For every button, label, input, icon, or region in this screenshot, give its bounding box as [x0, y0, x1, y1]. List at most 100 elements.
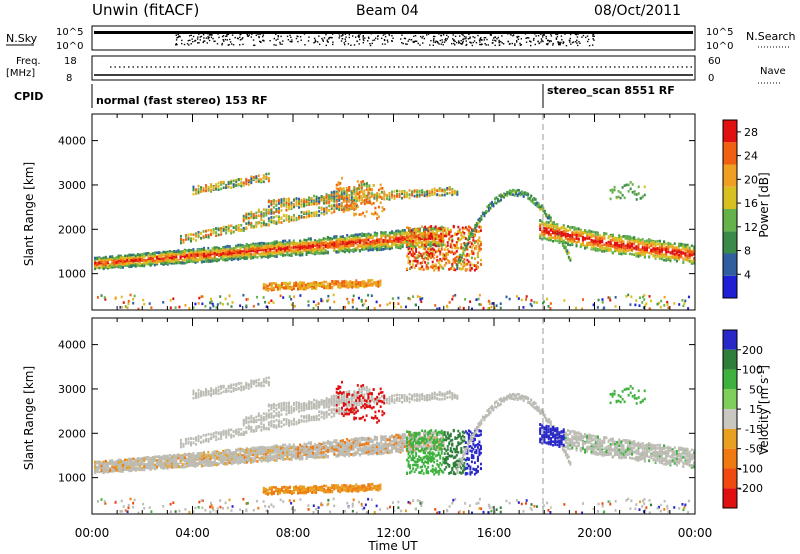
- nsky-point: [262, 34, 265, 36]
- nsky-point: [240, 33, 242, 36]
- power-cell: [192, 188, 195, 192]
- power-cell: [360, 195, 363, 198]
- power-cell: [452, 267, 455, 270]
- power-cell: [431, 237, 434, 240]
- nsky-point: [403, 37, 406, 40]
- power-cell: [250, 245, 253, 248]
- power-cell: [401, 229, 404, 232]
- power-cell: [243, 257, 246, 261]
- power-cell: [377, 285, 380, 288]
- power-cell: [211, 248, 214, 252]
- nsky-point: [532, 39, 535, 41]
- power-cell: [407, 256, 410, 259]
- power-cell: [445, 231, 448, 234]
- power-cell: [454, 261, 457, 264]
- power-cell: [269, 242, 272, 245]
- power-cell: [109, 258, 112, 262]
- power-cell: [325, 280, 328, 284]
- power-cell: [356, 239, 359, 242]
- power-cell: [427, 257, 430, 261]
- nsky-point: [519, 42, 521, 45]
- nsky-point: [507, 40, 509, 43]
- power-cell: [323, 286, 326, 290]
- power-cell: [384, 232, 387, 236]
- power-cell: [314, 241, 317, 244]
- power-cell: [207, 250, 210, 253]
- power-cell: [338, 194, 341, 198]
- nsky-point: [557, 41, 559, 43]
- power-cell: [292, 246, 295, 249]
- power-cell: [224, 245, 227, 249]
- date-title: 08/Oct/2011: [594, 3, 681, 19]
- nsky-point: [277, 35, 280, 38]
- power-cell: [421, 189, 424, 192]
- nsky-point: [363, 39, 365, 42]
- power-cell: [280, 283, 283, 287]
- nsky-point: [210, 33, 213, 35]
- nsky-point: [259, 40, 261, 43]
- nsky-point: [388, 33, 390, 35]
- power-cell: [370, 188, 373, 191]
- power-cell: [192, 255, 195, 258]
- power-cell: [507, 190, 510, 194]
- power-cell: [430, 265, 433, 269]
- power-cell: [271, 251, 274, 254]
- power-cell: [427, 231, 430, 235]
- nsky-point: [569, 33, 572, 36]
- power-cell: [419, 261, 422, 265]
- power-cell: [138, 264, 141, 267]
- power-cell: [344, 240, 347, 244]
- power-cell: [393, 234, 396, 237]
- power-cell: [184, 238, 187, 241]
- power-cell: [425, 228, 428, 231]
- nsky-point: [483, 37, 486, 39]
- power-cell: [310, 211, 313, 215]
- power-cell: [200, 187, 203, 191]
- power-cell: [228, 247, 231, 250]
- power-cell: [345, 198, 348, 201]
- power-cell: [437, 244, 440, 247]
- power-cell: [262, 242, 265, 245]
- nsky-point: [321, 37, 323, 40]
- power-cell: [335, 203, 338, 206]
- power-cell: [287, 217, 290, 221]
- nsky-point: [392, 37, 394, 40]
- power-cell: [260, 225, 263, 228]
- power-cell: [282, 198, 285, 202]
- power-cell: [175, 252, 178, 255]
- power-cell: [436, 255, 439, 259]
- power-cell: [275, 215, 278, 218]
- nsky-point: [372, 39, 374, 42]
- power-cell: [546, 216, 549, 220]
- power-cell: [315, 287, 318, 290]
- nsky-point: [246, 35, 249, 37]
- power-cell: [320, 250, 323, 253]
- power-cell: [323, 208, 326, 211]
- power-cell: [287, 215, 290, 218]
- power-cell: [358, 187, 361, 191]
- power-cell: [412, 242, 415, 246]
- power-cell: [423, 229, 426, 232]
- power-cell: [117, 263, 120, 267]
- power-cell: [558, 237, 561, 241]
- nsky-point: [286, 35, 289, 38]
- power-cell: [343, 208, 346, 211]
- power-cell: [367, 191, 370, 194]
- nsky-point: [248, 34, 250, 36]
- power-cell: [294, 241, 297, 245]
- power-cell: [252, 225, 255, 228]
- power-cell: [557, 231, 560, 235]
- power-cell: [412, 237, 415, 240]
- power-cell: [487, 209, 490, 212]
- nsky-point: [199, 36, 202, 38]
- power-cell: [294, 244, 297, 247]
- power-cell: [218, 258, 221, 262]
- power-cell: [455, 250, 458, 253]
- power-cell: [527, 197, 530, 200]
- power-cell: [188, 249, 191, 253]
- nsky-point: [368, 37, 370, 40]
- power-cell: [456, 263, 459, 267]
- power-cell: [297, 244, 300, 247]
- power-cell: [222, 246, 225, 249]
- power-cell: [175, 250, 178, 253]
